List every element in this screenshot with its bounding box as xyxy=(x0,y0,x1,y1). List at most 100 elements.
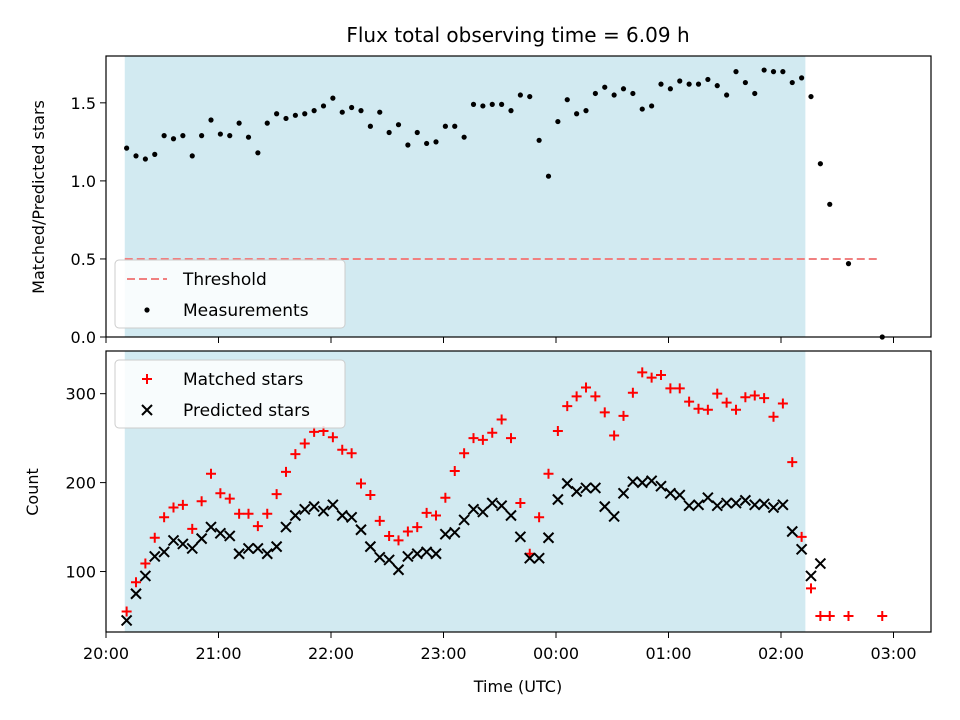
predicted-stars-point xyxy=(355,524,367,536)
predicted-stars-point xyxy=(777,499,789,511)
series-measurements xyxy=(124,67,885,340)
matched-stars-point xyxy=(618,410,629,421)
matched-stars-point xyxy=(534,512,545,523)
matched-stars-point xyxy=(721,397,732,408)
matched-stars-point xyxy=(121,606,132,617)
measurements-point xyxy=(574,111,580,117)
predicted-stars-point xyxy=(374,551,386,564)
predicted-stars-point xyxy=(561,477,573,490)
measurements-point xyxy=(424,140,430,147)
predicted-stars-point xyxy=(514,531,527,543)
predicted-stars-point xyxy=(261,548,273,560)
matched-stars-point xyxy=(299,438,310,449)
predicted-stars-point xyxy=(505,509,517,522)
predicted-stars-point xyxy=(533,552,545,564)
predicted-stars-point xyxy=(627,476,639,488)
measurements-point xyxy=(677,78,683,84)
predicted-stars-point xyxy=(758,498,770,510)
predicted-stars-point xyxy=(767,501,780,514)
measurements-point xyxy=(770,69,777,75)
matched-stars-point xyxy=(449,466,460,477)
measurements-point xyxy=(236,120,242,126)
measurements-point xyxy=(742,79,748,86)
matched-stars-point xyxy=(609,430,620,441)
bottom-panel-frame xyxy=(105,350,932,633)
predicted-stars-point xyxy=(664,487,677,499)
measurements-point xyxy=(161,133,167,139)
measurements-point xyxy=(527,93,533,100)
bottom-y-axis-label: Count xyxy=(23,468,42,516)
measurements-point xyxy=(208,117,214,123)
predicted-stars-point xyxy=(289,509,302,522)
legend-swatch xyxy=(141,404,153,416)
measurements-point xyxy=(649,103,655,109)
predicted-stars-point xyxy=(205,521,217,533)
measurements-point xyxy=(714,83,720,89)
measurements-point xyxy=(349,104,355,111)
legend-box xyxy=(114,259,346,329)
predicted-stars-point xyxy=(195,532,208,545)
matched-stars-point xyxy=(843,610,854,621)
matched-stars-point xyxy=(384,530,395,541)
legend-label: Predicted stars xyxy=(183,401,310,421)
measurements-point xyxy=(124,145,130,151)
predicted-stars-point xyxy=(730,497,742,509)
measurements-point xyxy=(489,101,495,107)
measurements-point xyxy=(499,101,505,107)
measurements-point xyxy=(170,136,177,142)
predicted-stars-point xyxy=(252,542,264,555)
predicted-stars-point xyxy=(552,493,564,506)
predicted-stars-point xyxy=(692,499,705,511)
measurements-point xyxy=(386,129,392,136)
matched-stars-point xyxy=(271,489,282,500)
measurements-point xyxy=(827,201,833,207)
y-tick-label: 1.0 xyxy=(71,172,96,191)
measurements-point xyxy=(592,90,598,97)
predicted-stars-point xyxy=(449,526,461,539)
matched-stars-point xyxy=(356,478,366,489)
x-tick-label: 01:00 xyxy=(645,644,691,663)
predicted-stars-point xyxy=(224,530,236,542)
predicted-stars-point xyxy=(599,500,611,513)
matched-stars-point xyxy=(206,468,216,479)
predicted-stars-point xyxy=(280,521,292,533)
matched-stars-point xyxy=(674,383,685,394)
predicted-stars-point xyxy=(177,538,189,550)
predicted-stars-point xyxy=(645,475,658,487)
measurements-point xyxy=(452,123,458,129)
measurements-point xyxy=(320,103,327,109)
predicted-stars-point xyxy=(477,506,489,518)
matched-stars-point xyxy=(440,492,451,503)
measurements-point xyxy=(255,150,261,156)
predicted-stars-point xyxy=(345,511,358,523)
matched-stars-point xyxy=(824,610,835,621)
predicted-stars-point xyxy=(542,532,555,544)
matched-stars-point xyxy=(412,522,423,533)
predicted-stars-point xyxy=(233,548,245,560)
matched-stars-point xyxy=(731,404,741,415)
matched-stars-point xyxy=(627,387,638,398)
matched-stars-point xyxy=(477,434,488,445)
predicted-stars-point xyxy=(439,528,452,540)
predicted-stars-point xyxy=(580,482,592,494)
matched-stars-point xyxy=(290,449,301,460)
matched-stars-point xyxy=(402,526,413,537)
predicted-stars-point xyxy=(683,500,695,512)
measurements-point xyxy=(274,111,280,117)
matched-stars-point xyxy=(346,448,357,459)
matched-stars-point xyxy=(327,432,338,443)
measurements-point xyxy=(245,134,252,140)
predicted-stars-point xyxy=(327,499,339,511)
measurements-point xyxy=(845,261,852,267)
matched-stars-point xyxy=(168,502,179,513)
predicted-stars-point xyxy=(617,487,630,499)
measurements-point xyxy=(283,115,289,122)
predicted-stars-point xyxy=(270,540,283,553)
measurements-point xyxy=(405,142,411,148)
measurements-point xyxy=(508,108,514,114)
y-tick-label: 200 xyxy=(65,474,96,493)
measurements-point xyxy=(780,69,786,75)
predicted-stars-point xyxy=(167,534,180,547)
chart-title: Flux total observing time = 6.09 h xyxy=(346,23,689,47)
